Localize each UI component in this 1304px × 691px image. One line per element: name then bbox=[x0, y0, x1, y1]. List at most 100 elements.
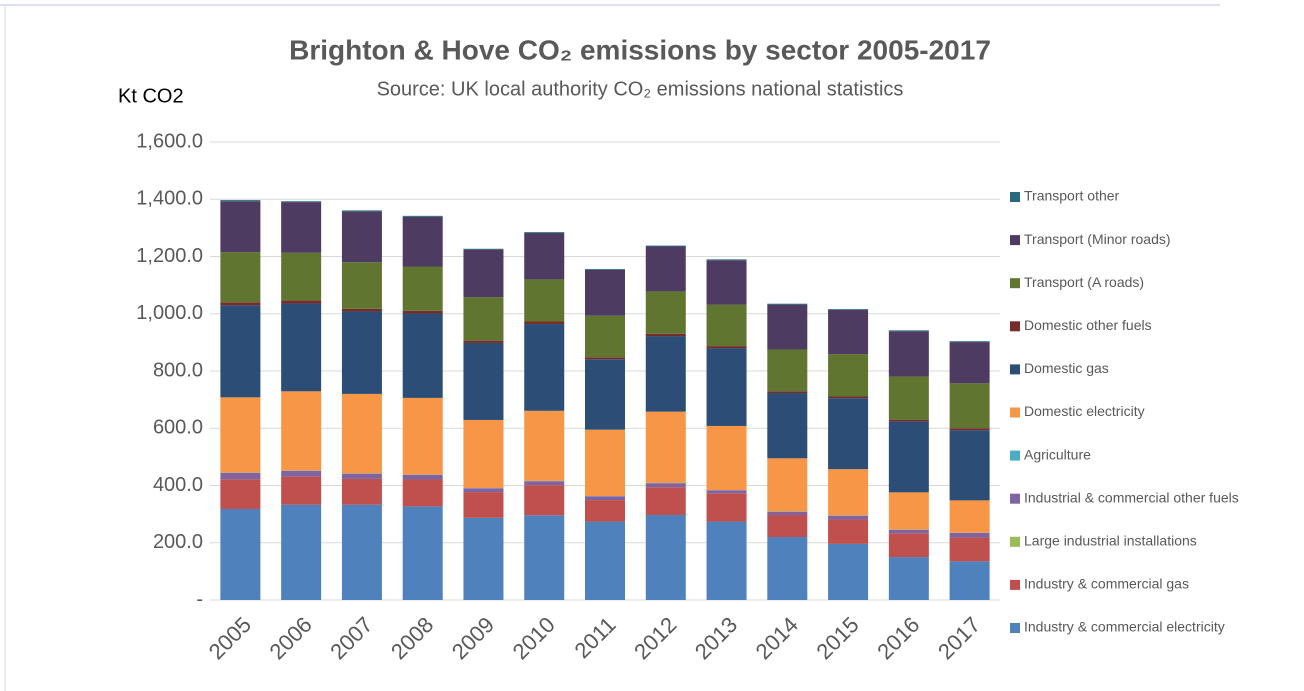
bar-segment bbox=[888, 331, 929, 377]
bar-segment bbox=[888, 330, 929, 332]
bar-segment bbox=[281, 201, 322, 203]
bar-segment bbox=[585, 315, 625, 358]
bar-segment bbox=[706, 304, 747, 347]
bar-segment bbox=[706, 490, 747, 494]
bar-segment bbox=[828, 310, 869, 355]
legend-swatch bbox=[1010, 623, 1020, 633]
y-tick-label: 1,600.0 bbox=[136, 130, 203, 152]
x-tick-label: 2014 bbox=[751, 612, 803, 664]
bar-segment bbox=[706, 521, 747, 600]
bar-segment bbox=[463, 297, 504, 341]
bar-segment bbox=[828, 398, 869, 470]
bar-segment bbox=[949, 342, 990, 384]
bar-segment bbox=[888, 421, 929, 493]
bar-segment bbox=[767, 393, 808, 459]
legend-swatch bbox=[1010, 493, 1020, 504]
bar-segment bbox=[220, 200, 261, 202]
bar-segment bbox=[585, 496, 625, 501]
bar-segment bbox=[463, 342, 504, 420]
bar-segment bbox=[645, 246, 686, 292]
bar-segment bbox=[281, 303, 322, 392]
chart-title: Brighton & Hove CO₂ emissions by sector … bbox=[289, 34, 991, 65]
bar-segment bbox=[706, 425, 747, 491]
bar-segment bbox=[220, 305, 261, 398]
legend-label: Large industrial installations bbox=[1024, 533, 1197, 549]
bar-segment bbox=[828, 396, 869, 399]
bar-segment bbox=[341, 504, 382, 600]
x-tick-label: 2016 bbox=[872, 612, 924, 664]
bar-segment bbox=[463, 248, 504, 250]
bar-segment bbox=[888, 419, 929, 422]
y-tick-label: - bbox=[196, 588, 203, 610]
y-tick-label: 800.0 bbox=[153, 359, 203, 381]
bar-segment bbox=[341, 308, 382, 312]
bar-segment bbox=[524, 481, 565, 486]
legend-label: Transport other bbox=[1024, 188, 1120, 204]
y-tick-label: 1,000.0 bbox=[136, 302, 203, 324]
bar-segment bbox=[402, 479, 443, 507]
bar-segment bbox=[949, 533, 990, 538]
bar-segment bbox=[645, 333, 686, 337]
bar-segment bbox=[645, 411, 686, 483]
legend-swatch bbox=[1010, 579, 1020, 590]
legend-label: Industrial & commercial other fuels bbox=[1024, 489, 1239, 505]
chart-subtitle: Source: UK local authority CO₂ emissions… bbox=[377, 78, 904, 100]
bar-segment bbox=[402, 266, 443, 311]
bar-segment bbox=[828, 515, 869, 520]
bar-segment bbox=[949, 537, 990, 562]
bar-segment bbox=[463, 517, 504, 600]
x-tick-label: 2011 bbox=[570, 612, 621, 663]
legend-swatch bbox=[1010, 407, 1020, 418]
bar-segment bbox=[949, 383, 990, 429]
bar-segment bbox=[524, 515, 565, 600]
bar-segment bbox=[281, 252, 322, 301]
bar-segment bbox=[341, 211, 382, 263]
x-tick-label: 2007 bbox=[325, 612, 377, 664]
y-tick-label: 600.0 bbox=[153, 417, 203, 439]
bar-segment bbox=[767, 304, 808, 350]
bar-segment bbox=[341, 262, 382, 309]
y-tick-label: 400.0 bbox=[153, 474, 203, 496]
legend-label: Industry & commercial gas bbox=[1024, 576, 1189, 592]
bar-segment bbox=[828, 519, 869, 544]
bar-segment bbox=[220, 508, 261, 600]
bar-segment bbox=[220, 201, 261, 253]
bar-segment bbox=[281, 470, 322, 477]
bar-segment bbox=[281, 391, 322, 471]
y-axis-label: Kt CO2 bbox=[118, 85, 184, 107]
bar-segment bbox=[949, 428, 990, 431]
bar-segment bbox=[463, 340, 504, 343]
bar-segment bbox=[767, 349, 808, 392]
bar-segment bbox=[888, 533, 929, 558]
bar-segment bbox=[767, 458, 808, 512]
bar-segment bbox=[706, 259, 747, 261]
bar-segment bbox=[524, 410, 565, 481]
bar-segment bbox=[463, 419, 504, 489]
bar-segment bbox=[402, 397, 443, 475]
bar-segment bbox=[585, 357, 625, 360]
bar-segment bbox=[341, 393, 382, 474]
bar-segment bbox=[828, 469, 869, 516]
bar-segment bbox=[220, 302, 261, 306]
bar-segment bbox=[888, 557, 929, 600]
bar-segment bbox=[402, 506, 443, 600]
x-tick-label: 2013 bbox=[690, 612, 742, 664]
bar-segment bbox=[402, 216, 443, 267]
bar-segment bbox=[402, 215, 443, 217]
bar-segment bbox=[402, 474, 443, 480]
bar-segment bbox=[888, 529, 929, 534]
bar-segment bbox=[585, 269, 625, 316]
bar-segment bbox=[463, 488, 504, 493]
bar-segment bbox=[888, 492, 929, 530]
bar-segment bbox=[281, 504, 322, 600]
bar-segment bbox=[706, 348, 747, 426]
bar-segment bbox=[524, 321, 565, 325]
bar-segment bbox=[706, 493, 747, 522]
bar-segment bbox=[767, 537, 808, 600]
bar-segment bbox=[706, 260, 747, 305]
legend-swatch bbox=[1010, 278, 1020, 289]
bar-segment bbox=[585, 269, 625, 270]
x-tick-label: 2015 bbox=[811, 612, 863, 664]
bar-segment bbox=[828, 354, 869, 397]
